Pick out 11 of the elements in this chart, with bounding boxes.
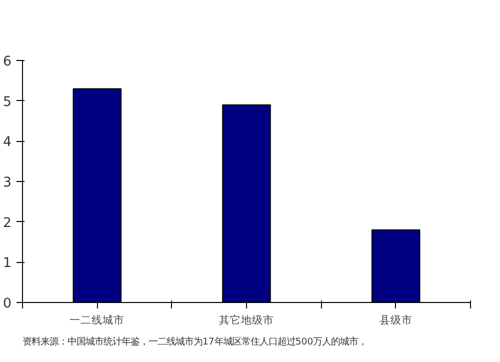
y-tick-label: 2 xyxy=(3,216,12,231)
y-tick-label: 5 xyxy=(3,94,12,110)
y-tick-label: 4 xyxy=(3,135,12,150)
y-tick-label: 6 xyxy=(3,54,12,70)
x-tick-label: 县级市 xyxy=(379,314,412,326)
x-tick-label: 一二线城市 xyxy=(70,314,125,326)
y-tick-label: 0 xyxy=(3,296,12,312)
y-tick-label: 1 xyxy=(3,256,12,272)
y-tick-label: 3 xyxy=(3,176,12,190)
text: 资料来源：中国城市统计年鉴，一二线城市为17年城区常住人口超过500万人的城市， xyxy=(22,336,368,348)
x-tick-label: 其它地级市 xyxy=(219,314,274,326)
